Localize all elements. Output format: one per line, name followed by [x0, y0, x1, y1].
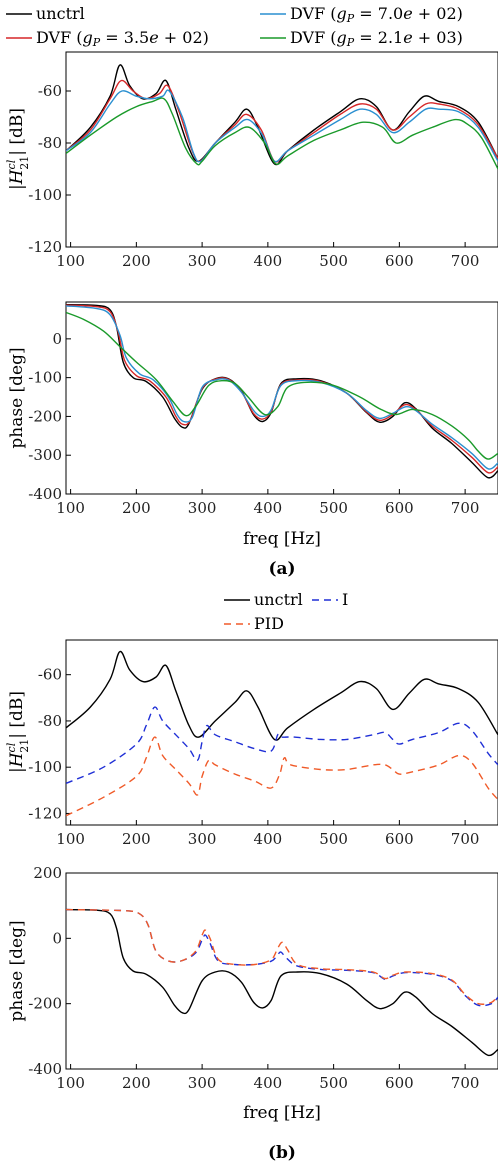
plot-a-phase-xtick-label: 200	[122, 499, 151, 517]
plot-a-magnitude-xtick-label: 100	[56, 252, 85, 270]
plot-a-magnitude: 100 200 300 400 500 600 700 -120 -100 -80 -60 |Hcl…	[5, 51, 498, 270]
plot-b-magnitude-frame	[65, 639, 498, 826]
plot-b-magnitude-series-pid	[66, 736, 498, 817]
plot-b-magnitude-ytick-label: -120	[28, 804, 62, 822]
plot-b-magnitude-lines	[66, 650, 498, 817]
plot-b-phase-series-pid	[66, 908, 498, 1005]
plot-b-magnitude-xtick-label: 300	[188, 830, 217, 848]
legend-label-dvf-350: DVF (gP = 3.5e + 02)	[36, 28, 209, 49]
plot-a-magnitude-ytick-label: -60	[38, 82, 62, 100]
legend-label-I: I	[342, 590, 348, 609]
plot-b-magnitude-series-i	[66, 706, 498, 785]
plot-a-magnitude-xtick-label: 300	[188, 252, 217, 270]
plot-b-magnitude-ytick-label: -60	[38, 666, 62, 684]
plot-a-phase-ytick-label: -300	[28, 446, 62, 464]
plot-b-phase-xtick-label: 600	[385, 1074, 414, 1092]
plot-a-magnitude-series-dvf-gp-7-0e-02	[66, 89, 498, 163]
plot-a-phase-lines	[66, 304, 498, 479]
plot-a-magnitude-ytick-label: -100	[28, 186, 62, 204]
plot-b-phase-series-i	[66, 908, 498, 1007]
plot-a-magnitude-lines	[66, 64, 498, 170]
plot-b-phase-frame	[65, 872, 498, 1070]
legend-label-dvf-700: DVF (gP = 7.0e + 02)	[290, 4, 463, 25]
plot-b-phase-xtick-label: 100	[56, 1074, 85, 1092]
plot-a-phase: 100 200 300 400 500 600 700 -400 -300 -200 -100 0 p…	[7, 301, 498, 549]
plot-b-magnitude-ylabel: |Hcl21| [dB]	[5, 691, 31, 773]
plot-a-phase-ytick-label: -200	[28, 407, 62, 425]
plot-a-phase-series-dvf-gp-2-1e-03	[66, 311, 498, 460]
plot-a-magnitude-xtick-label: 400	[254, 252, 283, 270]
plot-b-phase-ytick-label: -400	[28, 1060, 62, 1078]
plot-b-phase-lines	[66, 908, 498, 1057]
plot-a-phase-ytick-label: -400	[28, 485, 62, 503]
plot-a-magnitude-series-dvf-gp-3-5e-02	[66, 79, 498, 163]
plot-a-phase-xtick-label: 100	[56, 499, 85, 517]
plot-a-phase-xtick-label: 600	[385, 499, 414, 517]
plot-a-phase-series-dvf-gp-3-5e-02	[66, 304, 498, 474]
plot-b-magnitude-xtick-label: 700	[451, 830, 480, 848]
plot-b-phase-ylabel: phase [deg]	[7, 920, 27, 1021]
legend-panel-a: unctrl DVF (gP = 3.5e + 02) DVF (gP = 7.…	[6, 4, 463, 49]
plot-b-magnitude-ticks: 100 200 300 400 500 600 700 -120 -100 -80 -60	[28, 666, 479, 848]
legend-label-unctrl-b: unctrl	[254, 590, 303, 609]
plot-b-phase-ticks: 100 200 300 400 500 600 700 -400 -200 0 200	[28, 864, 479, 1092]
plot-a-magnitude-series-dvf-gp-2-1e-03	[66, 97, 498, 170]
plot-a-phase-xtick-label: 300	[188, 499, 217, 517]
plot-b-phase-xlabel: freq [Hz]	[243, 1103, 321, 1123]
legend-label-PID: PID	[254, 614, 284, 633]
plot-a-phase-xtick-label: 400	[254, 499, 283, 517]
plot-a-phase-series-dvf-gp-7-0e-02	[66, 305, 498, 470]
plot-a-phase-ylabel: phase [deg]	[7, 347, 27, 448]
plot-b-magnitude-xtick-label: 500	[319, 830, 348, 848]
plot-b-phase: 100 200 300 400 500 600 700 -400 -200 0 200 phase …	[7, 864, 498, 1123]
plot-a-phase-series-unctrl	[66, 304, 498, 479]
plot-a-magnitude-xtick-label: 200	[122, 252, 151, 270]
plot-b-magnitude-ytick-label: -100	[28, 758, 62, 776]
legend-panel-b: unctrl I PID	[224, 590, 348, 633]
plot-b-phase-xtick-label: 400	[254, 1074, 283, 1092]
plot-b-phase-series-unctrl	[66, 908, 498, 1057]
plot-a-magnitude-ytick-label: -120	[28, 238, 62, 256]
plot-a-phase-ticks: 100 200 300 400 500 600 700 -400 -300 -200 -100 0	[28, 330, 479, 517]
plot-a-phase-xtick-label: 500	[319, 499, 348, 517]
panel-label-a: (a)	[268, 559, 295, 579]
plot-a-magnitude-xtick-label: 700	[451, 252, 480, 270]
plot-a-magnitude-xtick-label: 600	[385, 252, 414, 270]
plot-a-phase-ytick-label: -100	[28, 369, 62, 387]
plot-b-magnitude-series-unctrl	[66, 650, 498, 741]
plot-b-magnitude-xtick-label: 200	[122, 830, 151, 848]
plot-a-magnitude-ytick-label: -80	[38, 134, 62, 152]
plot-b-magnitude: 100 200 300 400 500 600 700 -120 -100 -80 -60 |Hcl…	[5, 639, 498, 848]
plot-b-magnitude-xtick-label: 100	[56, 830, 85, 848]
legend-label-dvf-2100: DVF (gP = 2.1e + 03)	[290, 28, 463, 49]
plot-a-magnitude-ylabel: |Hcl21| [dB]	[5, 108, 31, 190]
plot-b-magnitude-xtick-label: 400	[254, 830, 283, 848]
legend-label-unctrl: unctrl	[36, 4, 85, 23]
plot-a-phase-xtick-label: 700	[451, 499, 480, 517]
plot-a-magnitude-series-unctrl	[66, 64, 498, 166]
plot-a-magnitude-ticks: 100 200 300 400 500 600 700 -120 -100 -80 -60	[28, 82, 479, 270]
plot-b-magnitude-ytick-label: -80	[38, 712, 62, 730]
plot-b-phase-ytick-label: 0	[52, 929, 62, 947]
plot-b-phase-ytick-label: 200	[33, 864, 62, 882]
plot-b-phase-xtick-label: 200	[122, 1074, 151, 1092]
panel-label-b: (b)	[268, 1143, 296, 1163]
plot-b-phase-xtick-label: 500	[319, 1074, 348, 1092]
plot-b-phase-ytick-label: -200	[28, 995, 62, 1013]
plot-a-phase-ytick-label: 0	[52, 330, 62, 348]
plot-a-magnitude-frame	[65, 51, 498, 248]
plot-b-magnitude-xtick-label: 600	[385, 830, 414, 848]
plot-a-phase-frame	[65, 301, 498, 495]
plot-b-phase-xtick-label: 300	[188, 1074, 217, 1092]
plot-b-phase-xtick-label: 700	[451, 1074, 480, 1092]
plot-a-magnitude-xtick-label: 500	[319, 252, 348, 270]
plot-a-phase-xlabel: freq [Hz]	[243, 529, 321, 549]
